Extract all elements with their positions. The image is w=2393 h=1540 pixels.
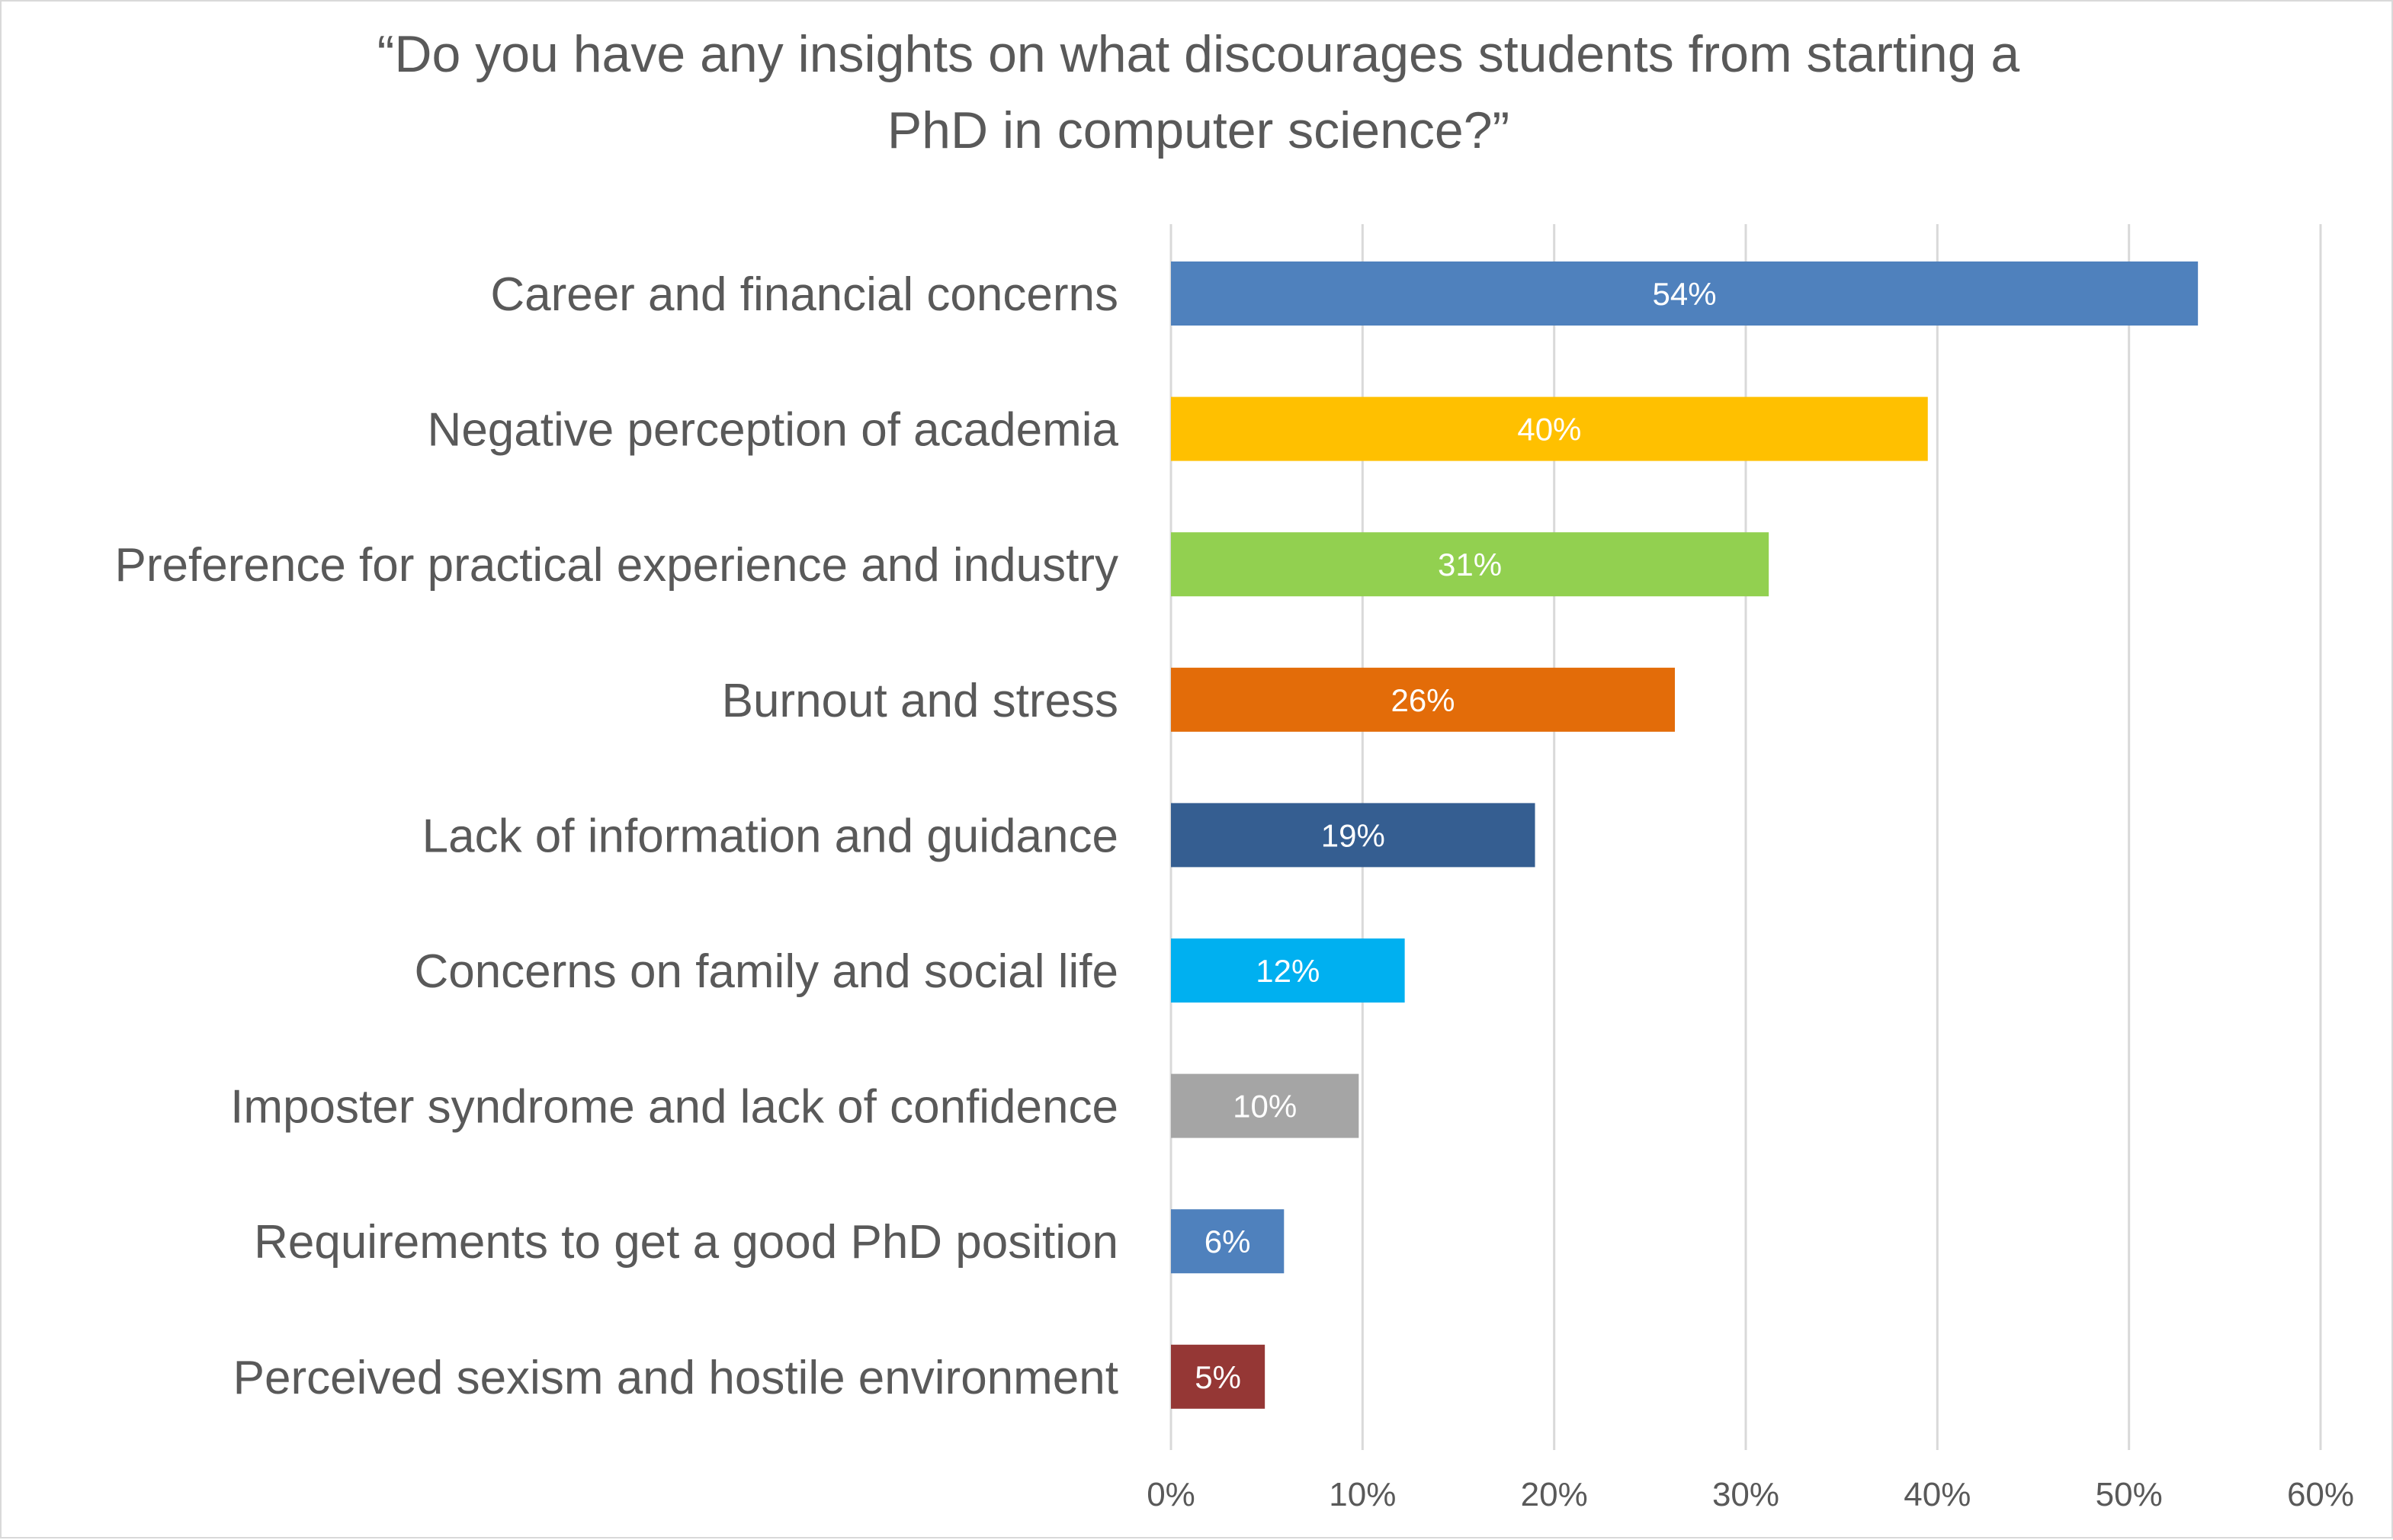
category-label: Negative perception of academia <box>428 404 1119 457</box>
data-label: 6% <box>1205 1224 1251 1259</box>
category-label: Perceived sexism and hostile environment <box>233 1352 1118 1404</box>
x-tick-label: 60% <box>2287 1476 2354 1513</box>
x-tick-label: 10% <box>1329 1476 1396 1513</box>
bar <box>1171 261 2199 326</box>
data-label: 54% <box>1653 276 1717 312</box>
bar <box>1171 667 1676 732</box>
x-tick-label: 0% <box>1147 1476 1195 1513</box>
category-label: Preference for practical experience and … <box>115 539 1118 592</box>
category-labels: Career and financial concerns Negative pe… <box>115 268 1119 1404</box>
bar <box>1171 803 1535 868</box>
bars: 54% 40% 31% 26% 19% 12% 10% 6% 5% <box>1171 261 2199 1409</box>
category-label: Burnout and stress <box>722 675 1118 727</box>
data-label: 40% <box>1517 412 1581 448</box>
category-label: Career and financial concerns <box>490 268 1118 321</box>
data-label: 12% <box>1256 953 1320 989</box>
chart-title: “Do you have any insights on what discou… <box>377 25 2020 159</box>
x-tick-label: 50% <box>2096 1476 2163 1513</box>
bar <box>1171 1209 1285 1274</box>
bar <box>1171 396 1928 461</box>
data-label: 31% <box>1438 547 1502 582</box>
category-label: Lack of information and guidance <box>422 810 1118 862</box>
category-label: Requirements to get a good PhD position <box>254 1216 1118 1269</box>
x-tick-label: 20% <box>1521 1476 1588 1513</box>
bar <box>1171 532 1769 597</box>
data-label: 26% <box>1391 682 1455 718</box>
data-label: 10% <box>1233 1089 1297 1125</box>
x-tick-label: 30% <box>1712 1476 1779 1513</box>
bar <box>1171 1344 1265 1409</box>
chart-title-line: “Do you have any insights on what discou… <box>377 25 2020 83</box>
category-label: Imposter syndrome and lack of confidence <box>230 1081 1118 1134</box>
bar <box>1171 1073 1359 1138</box>
x-axis-tick-labels: 0% 10% 20% 30% 40% 50% 60% <box>1147 1476 2354 1513</box>
data-label: 19% <box>1321 817 1385 853</box>
chart-title-line: PhD in computer science?” <box>887 101 1509 159</box>
category-label: Concerns on family and social life <box>414 945 1118 998</box>
data-label: 5% <box>1195 1359 1241 1395</box>
bar <box>1171 938 1405 1003</box>
x-tick-label: 40% <box>1904 1476 1971 1513</box>
